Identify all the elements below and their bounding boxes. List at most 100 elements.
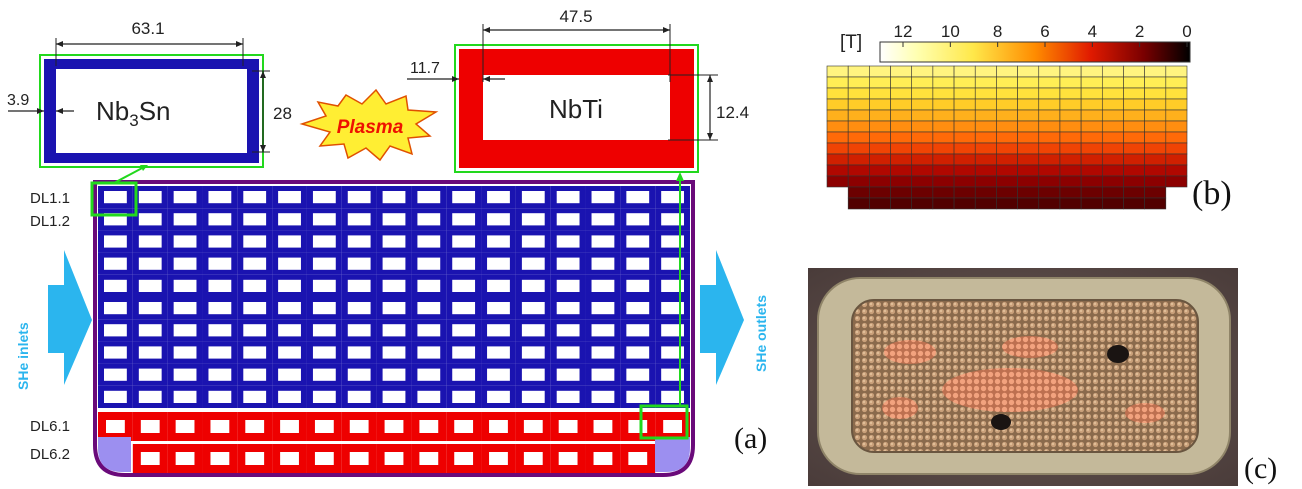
nb3sn-cable-void	[417, 257, 441, 270]
nb3sn-cable-void	[417, 368, 441, 381]
field-cell	[1059, 142, 1082, 155]
panel-b: [T] 12 10 8 6 4 2 0 (b)	[826, 22, 1232, 212]
nb3sn-cable-void	[278, 235, 301, 248]
field-cell	[974, 109, 997, 122]
nbti-cable-void	[523, 452, 543, 465]
nb3sn-cable-void	[278, 302, 301, 315]
nbti-cable-void	[384, 420, 404, 433]
nb3sn-cable-void	[312, 279, 336, 292]
nb3sn-cable-void	[278, 191, 301, 204]
nb3sn-cable-void	[208, 213, 232, 226]
nb3sn-cable-void	[626, 279, 650, 292]
field-cell	[1165, 98, 1188, 111]
nb3sn-cable-void	[452, 257, 476, 270]
field-cell	[996, 98, 1018, 111]
nb3sn-cable-void	[591, 279, 615, 292]
field-cell	[1101, 120, 1124, 133]
nb3sn-cable-void	[521, 257, 545, 270]
nb3sn-cable-void	[452, 324, 476, 337]
field-cell	[911, 120, 934, 133]
nb3sn-cable-void	[487, 324, 510, 337]
nb3sn-cable-void	[626, 302, 650, 315]
field-cell	[1017, 131, 1040, 144]
field-cell	[996, 76, 1018, 89]
field-cell	[953, 131, 976, 144]
field-cell	[1017, 164, 1040, 177]
nb3sn-cable-void	[521, 324, 545, 337]
field-cell	[1017, 186, 1040, 199]
field-cell	[1059, 87, 1082, 100]
field-cell	[1165, 87, 1188, 100]
nb3sn-cable-void	[138, 235, 162, 248]
field-cell	[1017, 65, 1040, 78]
field-cell	[1038, 164, 1061, 177]
field-cell	[1017, 109, 1040, 122]
nb3sn-cable-void	[452, 390, 476, 403]
field-cell	[974, 175, 997, 188]
field-cell	[1080, 131, 1103, 144]
nb3sn-cable-void	[521, 279, 545, 292]
nb3sn-cable-void	[452, 368, 476, 381]
field-cell	[1059, 76, 1082, 89]
field-cell	[1059, 109, 1082, 122]
field-cell	[1144, 131, 1167, 144]
inlet-label: SHe inlets	[15, 322, 31, 390]
field-cell	[890, 142, 913, 155]
inlet-arrow: SHe inlets	[15, 250, 92, 390]
nb3sn-cable-void	[661, 368, 684, 381]
nb3sn-cable-void	[173, 213, 197, 226]
winding-pack	[93, 180, 695, 477]
nb3sn-cable-void	[312, 302, 336, 315]
field-cell	[826, 76, 849, 89]
nb3sn-cable-void	[487, 346, 510, 359]
field-cell	[1101, 153, 1124, 166]
field-cell	[890, 153, 913, 166]
field-cell	[869, 76, 891, 89]
field-cell	[1101, 131, 1124, 144]
nbti-cable-void	[314, 452, 334, 465]
nb3sn-cable-void	[452, 279, 476, 292]
field-cell	[1144, 120, 1167, 133]
layer-label-dl62: DL6.2	[30, 446, 70, 463]
nb3sn-cable-void	[278, 368, 301, 381]
field-cell	[953, 65, 976, 78]
field-cell	[1038, 153, 1061, 166]
nb3sn-cable-void	[208, 324, 232, 337]
nb3sn-cable-void	[208, 346, 232, 359]
field-cell	[890, 98, 913, 111]
field-cell	[1123, 153, 1145, 166]
nb3sn-cable-void	[591, 302, 615, 315]
nb3sn-cable-void	[591, 324, 615, 337]
field-map	[826, 65, 1188, 210]
field-unit-label: [T]	[840, 32, 862, 53]
field-cell	[1080, 109, 1103, 122]
nb3sn-cable-void	[556, 279, 580, 292]
field-cell	[1017, 197, 1040, 210]
nb3sn-strand-regions	[882, 336, 1165, 423]
outlet-label: SHe outlets	[753, 295, 769, 372]
field-cell	[1038, 98, 1061, 111]
colorbar-tick-label: 2	[1135, 22, 1144, 41]
nb3sn-cable-void	[278, 213, 301, 226]
nb3sn-cable-void	[278, 324, 301, 337]
field-cell	[932, 87, 955, 100]
field-cell	[953, 175, 976, 188]
cooling-hole	[991, 414, 1011, 430]
nbti-cable-void	[384, 452, 404, 465]
field-cell	[1144, 65, 1167, 78]
field-cell	[1165, 142, 1188, 155]
nbti-cable-void	[349, 452, 369, 465]
field-cell	[869, 175, 891, 188]
nb3sn-cable-void	[661, 235, 684, 248]
nb3sn-cable-void	[312, 368, 336, 381]
nbti-cable-void	[628, 420, 648, 433]
field-cell	[1059, 131, 1082, 144]
field-cell	[847, 109, 870, 122]
field-cell	[953, 76, 976, 89]
field-cell	[847, 186, 870, 199]
nb3sn-cable-void	[208, 191, 232, 204]
field-cell	[869, 164, 891, 177]
nb3sn-cable-void	[626, 191, 650, 204]
field-cell	[911, 76, 934, 89]
nb3sn-cable-void	[347, 279, 371, 292]
